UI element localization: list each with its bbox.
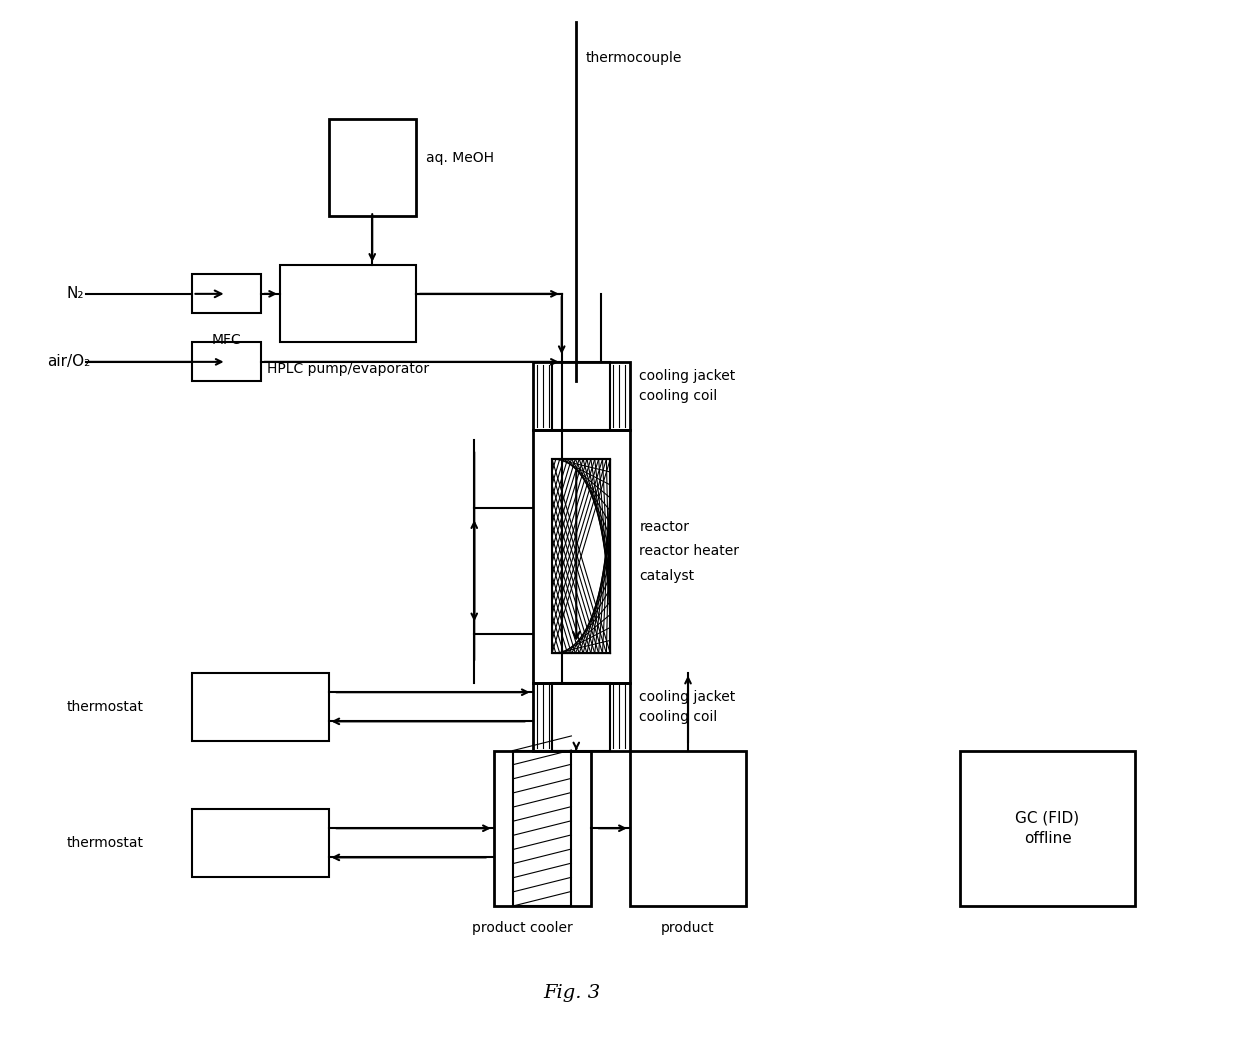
Text: thermostat: thermostat xyxy=(66,700,143,713)
Bar xyxy=(494,750,590,906)
Text: Fig. 3: Fig. 3 xyxy=(543,984,600,1002)
Text: cooling coil: cooling coil xyxy=(640,389,718,403)
Text: catalyst: catalyst xyxy=(640,569,694,582)
Bar xyxy=(960,750,1135,906)
Bar xyxy=(192,275,260,313)
Text: thermostat: thermostat xyxy=(66,836,143,850)
Bar xyxy=(532,683,630,750)
Bar xyxy=(329,119,415,216)
Bar xyxy=(630,750,746,906)
Text: air/O₂: air/O₂ xyxy=(47,354,91,369)
Text: product cooler: product cooler xyxy=(472,921,573,934)
Text: N₂: N₂ xyxy=(66,286,83,301)
Bar xyxy=(532,430,630,683)
Bar xyxy=(192,809,329,877)
Text: reactor heater: reactor heater xyxy=(640,544,739,558)
Text: cooling coil: cooling coil xyxy=(640,709,718,723)
Text: reactor: reactor xyxy=(640,520,689,534)
Text: cooling jacket: cooling jacket xyxy=(640,690,735,704)
Bar xyxy=(280,264,415,342)
Text: cooling jacket: cooling jacket xyxy=(640,370,735,384)
Text: MFC: MFC xyxy=(212,333,242,347)
Bar xyxy=(532,361,630,430)
Text: HPLC pump/evaporator: HPLC pump/evaporator xyxy=(267,361,429,376)
Text: thermocouple: thermocouple xyxy=(587,51,682,64)
Text: aq. MeOH: aq. MeOH xyxy=(425,151,494,165)
Bar xyxy=(192,673,329,741)
Bar xyxy=(552,459,610,653)
Bar xyxy=(513,750,572,906)
Bar xyxy=(552,683,610,750)
Text: GC (FID)
offline: GC (FID) offline xyxy=(1016,811,1080,847)
Bar xyxy=(192,342,260,382)
Text: product: product xyxy=(661,921,714,934)
Bar xyxy=(552,361,610,430)
